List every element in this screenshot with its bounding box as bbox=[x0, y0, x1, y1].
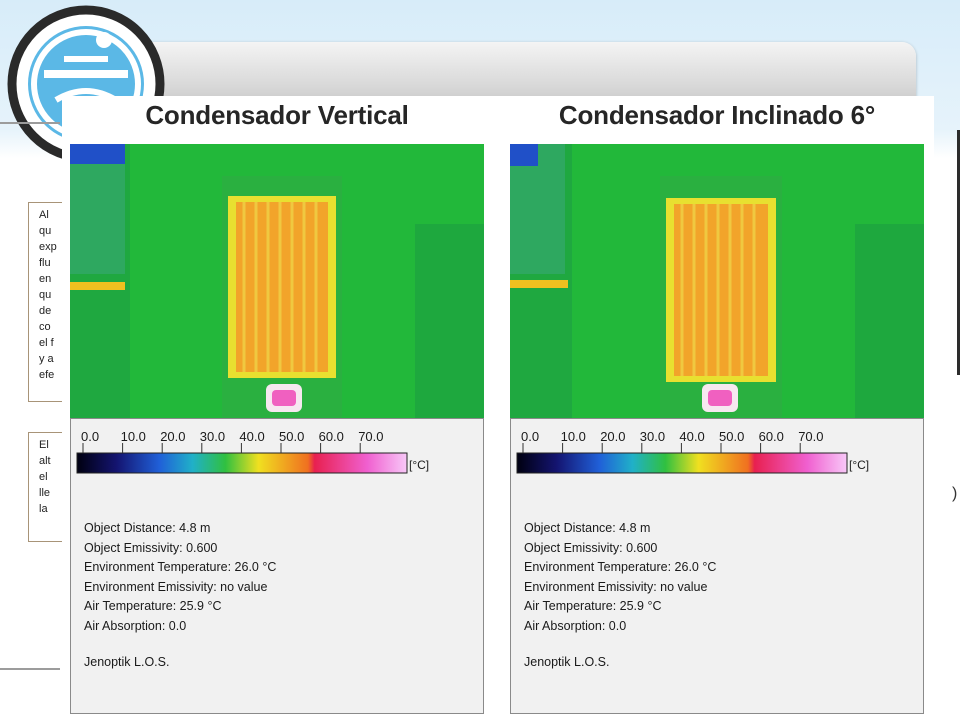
scale-unit: [°C] bbox=[409, 458, 429, 472]
condenser-tubes bbox=[242, 202, 318, 372]
scale-tick-label: 50.0 bbox=[719, 429, 744, 444]
scale-tick-label: 10.0 bbox=[121, 429, 146, 444]
background-frame-edge bbox=[957, 130, 960, 375]
object-distance: Object Distance: 4.8 m bbox=[524, 521, 651, 535]
scale-tick-label: 40.0 bbox=[679, 429, 704, 444]
measurement-parameters: Object Distance: 4.8 m Object Emissivity… bbox=[524, 519, 716, 636]
scale-tick-label: 0.0 bbox=[81, 429, 99, 444]
panel-title: Condensador Vertical bbox=[145, 100, 409, 130]
camera-brand: Jenoptik L.O.S. bbox=[84, 655, 170, 669]
panel-inclined: Condensador Inclinado 6° bbox=[502, 96, 932, 720]
environment-temperature: Environment Temperature: 26.0 °C bbox=[84, 560, 277, 574]
object-emissivity: Object Emissivity: 0.600 bbox=[524, 540, 658, 555]
thermal-image-inclined bbox=[510, 144, 924, 418]
thermography-image: Condensador Vertical bbox=[62, 96, 934, 720]
air-temperature: Air Temperature: 25.9 °C bbox=[524, 599, 662, 613]
background-glyph: ) bbox=[952, 485, 958, 502]
scale-tick-label: 50.0 bbox=[279, 429, 304, 444]
air-absorption: Air Absorption: 0.0 bbox=[84, 618, 187, 633]
camera-brand: Jenoptik L.O.S. bbox=[524, 655, 610, 669]
environment-emissivity: Environment Emissivity: no value bbox=[84, 579, 268, 594]
object-distance: Object Distance: 4.8 m bbox=[84, 521, 211, 535]
thermal-info-panel: 0.0 10.0 20.0 30.0 40.0 50.0 60.0 70.0 [°C] Obje… bbox=[70, 418, 484, 714]
document-rule bbox=[0, 122, 60, 124]
air-absorption: Air Absorption: 0.0 bbox=[524, 618, 627, 633]
scale-tick-label: 10.0 bbox=[561, 429, 586, 444]
scale-tick-label: 20.0 bbox=[600, 429, 625, 444]
panel-vertical: Condensador Vertical bbox=[62, 96, 492, 720]
thermal-image-vertical bbox=[70, 144, 484, 418]
scale-tick-label: 30.0 bbox=[640, 429, 665, 444]
measurement-parameters: Object Distance: 4.8 m Object Emissivity… bbox=[84, 519, 276, 636]
condenser-tubes bbox=[680, 204, 756, 376]
background-document: Al qu exp flu en qu de co el f y a efe E… bbox=[0, 112, 74, 672]
air-temperature: Air Temperature: 25.9 °C bbox=[84, 599, 222, 613]
document-rule bbox=[0, 668, 60, 670]
environment-emissivity: Environment Emissivity: no value bbox=[524, 579, 708, 594]
scale-tick-label: 70.0 bbox=[358, 429, 383, 444]
scale-tick-label: 40.0 bbox=[239, 429, 264, 444]
temperature-scale: 0.0 10.0 20.0 30.0 40.0 50.0 60.0 70.0 [°C] bbox=[76, 429, 429, 474]
object-emissivity: Object Emissivity: 0.600 bbox=[84, 540, 218, 555]
panel-title: Condensador Inclinado 6° bbox=[558, 100, 876, 130]
thermal-info-panel: 0.0 10.0 20.0 30.0 40.0 50.0 60.0 70.0 [°C] Obje… bbox=[510, 418, 924, 714]
scale-tick-label: 70.0 bbox=[798, 429, 823, 444]
scale-tick-label: 30.0 bbox=[200, 429, 225, 444]
scale-tick-label: 0.0 bbox=[521, 429, 539, 444]
scale-tick-label: 60.0 bbox=[759, 429, 784, 444]
scale-tick-label: 60.0 bbox=[319, 429, 344, 444]
temperature-scale: 0.0 10.0 20.0 30.0 40.0 50.0 60.0 70.0 [°C] bbox=[516, 429, 869, 474]
scale-tick-label: 20.0 bbox=[160, 429, 185, 444]
scale-unit: [°C] bbox=[849, 458, 869, 472]
environment-temperature: Environment Temperature: 26.0 °C bbox=[524, 560, 717, 574]
